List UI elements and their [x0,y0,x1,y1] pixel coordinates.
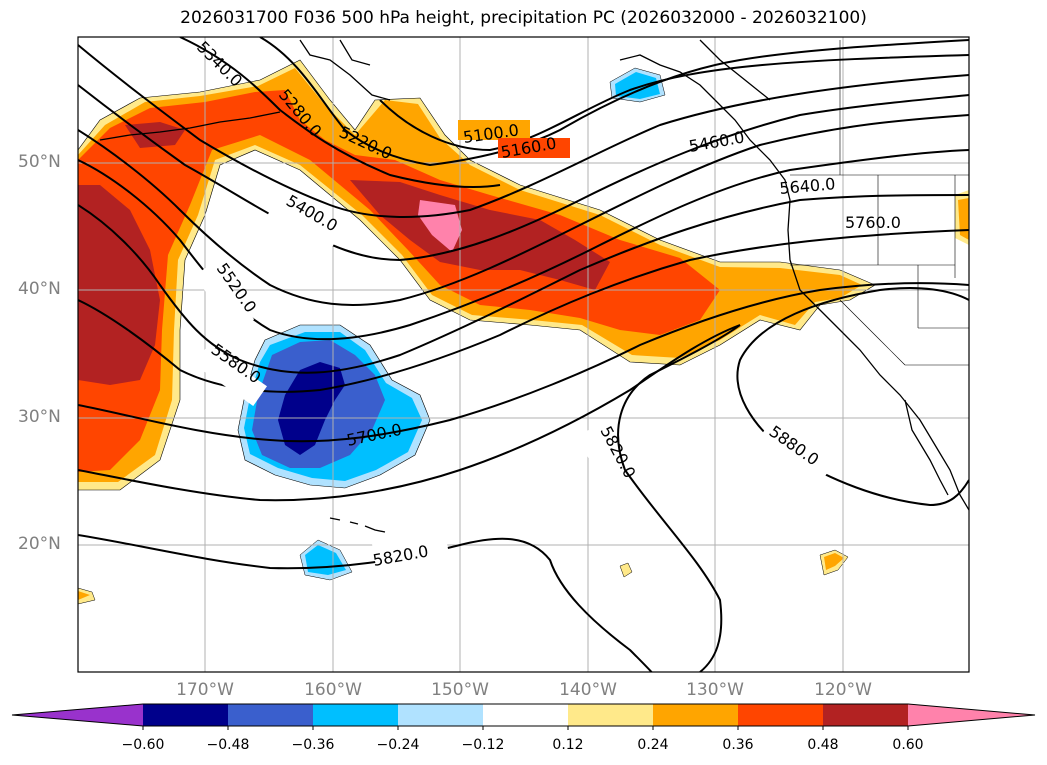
precip-band-darkred-north [125,122,185,148]
colorbar [11,703,1036,730]
colorbar-tick-label: 0.48 [807,737,839,753]
colorbar-segment [313,704,398,726]
contour-label-5640: 5640.0 [779,174,836,198]
colorbar-segment [653,704,738,726]
colorbar-tick-label: 0.24 [637,737,669,753]
precip-band-darkred [78,185,160,385]
colorbar-segment [483,704,568,726]
lon-tick-150w: 150°W [431,680,489,700]
contour-labels: 5100.0 5160.0 5220.0 5280.0 5340.0 5400.… [193,37,901,570]
colorbar-segment [228,704,313,726]
colorbar-segment [398,704,483,726]
lat-tick-30n: 30°N [18,407,61,427]
precip-negative-navy [278,362,345,455]
lon-tick-140w: 140°W [559,680,617,700]
lat-tick-50n: 50°N [18,152,61,172]
colorbar-segment [143,704,228,726]
borders [790,40,969,366]
colorbar-tick-label: 0.36 [722,737,754,753]
map-title: 2026031700 F036 500 hPa height, precipit… [180,8,867,28]
lat-tick-20n: 20°N [18,534,61,554]
colorbar-tick-label: −0.60 [121,737,165,753]
contour-label-5340: 5340.0 [193,37,246,90]
colorbar-tick-label: −0.12 [461,737,505,753]
colorbar-segment [738,704,823,726]
contour-label-5760: 5760.0 [845,213,901,232]
height-contours [78,37,969,672]
map-frame [77,36,970,673]
colorbar-segment [568,704,653,726]
lon-tick-160w: 160°W [304,680,362,700]
colorbar-extend-low [12,704,143,726]
lat-tick-40n: 40°N [18,279,61,299]
colorbar-tick-label: −0.36 [291,737,335,753]
gridlines [78,37,969,672]
colorbar-tick-label: 0.60 [892,737,924,753]
colorbar-tick-label: 0.12 [552,737,584,753]
colorbar-tick-label: −0.48 [206,737,250,753]
lon-tick-120w: 120°W [814,680,872,700]
colorbar-tick-label: −0.24 [376,737,420,753]
lon-tick-170w: 170°W [176,680,234,700]
colorbar-segment [823,704,908,726]
contour-label-5460: 5460.0 [687,128,745,156]
lon-tick-130w: 130°W [686,680,744,700]
coastlines [99,39,969,533]
colorbar-extend-high [908,704,1035,726]
precip-band-darkred-east [350,180,610,290]
